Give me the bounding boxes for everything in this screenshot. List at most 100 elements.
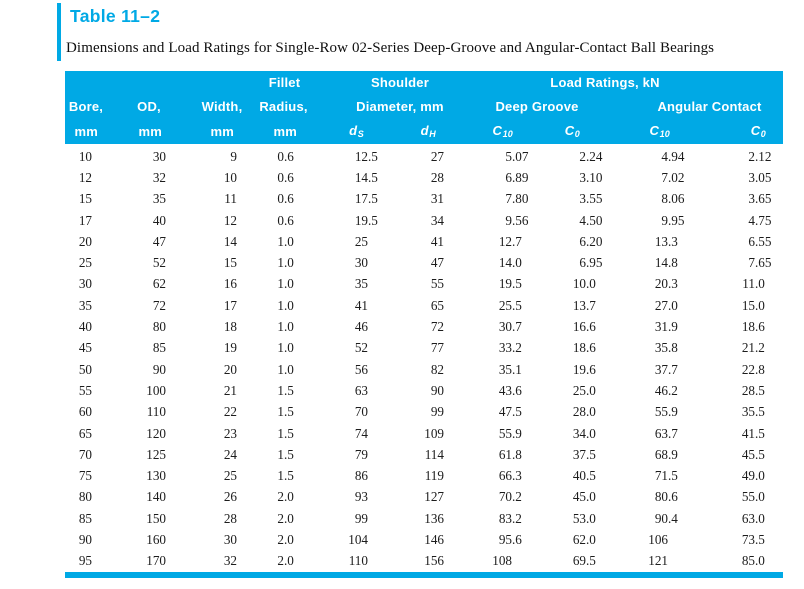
cell-angular-contact-c10-kn: 55.9 (654, 404, 678, 420)
cell-width-mm: 15 (223, 255, 237, 271)
cell-bore-mm: 25 (78, 255, 92, 271)
cell-fillet-radius-mm: 1.0 (277, 319, 294, 335)
cell-angular-contact-c0-kn: 55.0 (741, 489, 765, 505)
cell-deep-groove-c0-kn: 18.6 (572, 340, 596, 356)
cell-fillet-radius-mm: 1.5 (277, 404, 294, 420)
table-row: 50 90 20 1.0 56 82 35.1 19.6 37.7 22.8 (65, 359, 770, 380)
cell-shoulder-ds-mm: 41 (354, 297, 368, 313)
cell-shoulder-dh-mm: 55 (430, 276, 444, 292)
header-deep-groove: Deep Groove (495, 98, 579, 114)
cell-od-mm: 90 (152, 361, 166, 377)
cell-angular-contact-c10-kn: 14.8 (654, 255, 678, 271)
table-row: 95 170 32 2.0 110 156 108 69.5 121 85.0 (65, 551, 770, 572)
table-row: 60 110 22 1.5 70 99 47.5 28.0 55.9 35.5 (65, 402, 770, 423)
symbol-ds-sub: S (357, 129, 364, 139)
symbol-c10-sub: 10 (502, 129, 513, 139)
cell-od-mm: 125 (146, 446, 166, 462)
cell-angular-contact-c10-kn: 9.95 (661, 212, 685, 228)
cell-angular-contact-c10-kn: 106 (648, 531, 668, 547)
cell-width-mm: 19 (223, 340, 237, 356)
cell-shoulder-dh-mm: 31 (430, 191, 444, 207)
cell-shoulder-dh-mm: 136 (424, 510, 444, 526)
cell-shoulder-dh-mm: 109 (424, 425, 444, 441)
cell-angular-contact-c0-kn: 11.0 (742, 276, 765, 292)
cell-deep-groove-c0-kn: 3.10 (579, 169, 603, 185)
cell-angular-contact-c0-kn: 15.0 (741, 297, 765, 313)
cell-od-mm: 150 (146, 510, 166, 526)
cell-angular-contact-c10-kn: 31.9 (654, 319, 678, 335)
header-bore: Bore, (68, 98, 104, 114)
cell-bore-mm: 50 (78, 361, 92, 377)
cell-fillet-radius-mm: 0.6 (277, 148, 294, 164)
cell-od-mm: 32 (152, 169, 166, 185)
cell-fillet-radius-mm: 2.0 (277, 531, 294, 547)
cell-bore-mm: 65 (78, 425, 92, 441)
cell-shoulder-dh-mm: 27 (430, 148, 444, 164)
symbol-c0a-sub: 0 (760, 129, 766, 139)
cell-shoulder-dh-mm: 47 (430, 255, 444, 271)
cell-deep-groove-c0-kn: 34.0 (572, 425, 596, 441)
cell-deep-groove-c0-kn: 6.20 (579, 233, 603, 249)
cell-shoulder-ds-mm: 35 (354, 276, 368, 292)
table-row: 17 40 12 0.6 19.5 34 9.56 4.50 9.95 4.75 (65, 210, 772, 231)
cell-deep-groove-c0-kn: 37.5 (572, 446, 596, 462)
cell-deep-groove-c10-kn: 61.8 (498, 446, 522, 462)
cell-deep-groove-c10-kn: 43.6 (498, 382, 522, 398)
cell-width-mm: 25 (223, 468, 237, 484)
cell-fillet-radius-mm: 1.5 (277, 446, 294, 462)
cell-angular-contact-c0-kn: 2.12 (748, 148, 772, 164)
header-diameter: Diameter, mm (356, 98, 444, 114)
cell-deep-groove-c10-kn: 55.9 (498, 425, 522, 441)
symbol-c0-sub: 0 (574, 129, 580, 139)
cell-deep-groove-c0-kn: 25.0 (572, 382, 596, 398)
symbol-c0-deep: C0 (527, 118, 601, 144)
cell-width-mm: 20 (223, 361, 237, 377)
symbol-dh-sub: H (429, 129, 436, 139)
table-body: 10 30 9 0.6 12.5 27 5.07 2.24 4.94 2.12 12 32 10 0.6 1… (65, 144, 783, 572)
symbol-c10-base: C (492, 123, 503, 138)
cell-fillet-radius-mm: 0.6 (277, 191, 294, 207)
cell-deep-groove-c0-kn: 3.55 (579, 191, 603, 207)
cell-angular-contact-c10-kn: 35.8 (654, 340, 678, 356)
cell-bore-mm: 55 (78, 382, 92, 398)
cell-od-mm: 110 (146, 404, 166, 420)
cell-angular-contact-c0-kn: 6.55 (748, 233, 772, 249)
cell-fillet-radius-mm: 2.0 (277, 553, 294, 569)
cell-width-mm: 23 (223, 425, 237, 441)
cell-deep-groove-c10-kn: 25.5 (498, 297, 522, 313)
cell-od-mm: 130 (146, 468, 166, 484)
symbol-c10-deep: C10 (459, 118, 527, 144)
cell-width-mm: 16 (223, 276, 237, 292)
cell-shoulder-dh-mm: 34 (430, 212, 444, 228)
cell-angular-contact-c10-kn: 46.2 (654, 382, 678, 398)
cell-fillet-radius-mm: 1.5 (277, 382, 294, 398)
cell-bore-mm: 80 (78, 489, 92, 505)
cell-deep-groove-c0-kn: 16.6 (572, 319, 596, 335)
bearing-table: Fillet Shoulder Load Ratings, kN Bore, O… (65, 71, 783, 578)
header-angular-contact: Angular Contact (657, 98, 762, 114)
cell-shoulder-ds-mm: 79 (354, 446, 368, 462)
cell-deep-groove-c10-kn: 6.89 (505, 169, 529, 185)
header-width: Width, (201, 98, 243, 114)
cell-width-mm: 10 (223, 169, 237, 185)
cell-deep-groove-c10-kn: 9.56 (505, 212, 529, 228)
cell-angular-contact-c0-kn: 49.0 (741, 468, 765, 484)
cell-angular-contact-c0-kn: 45.5 (741, 446, 765, 462)
symbol-c0a-base: C (750, 123, 761, 138)
table-row: 70 125 24 1.5 79 114 61.8 37.5 68.9 45.5 (65, 444, 770, 465)
cell-bore-mm: 85 (78, 510, 92, 526)
cell-bore-mm: 70 (78, 446, 92, 462)
cell-fillet-radius-mm: 1.0 (277, 340, 294, 356)
cell-shoulder-ds-mm: 63 (354, 382, 368, 398)
cell-deep-groove-c10-kn: 19.5 (498, 276, 522, 292)
cell-od-mm: 35 (152, 191, 166, 207)
cell-bore-mm: 10 (78, 148, 92, 164)
cell-shoulder-ds-mm: 30 (354, 255, 368, 271)
cell-deep-groove-c0-kn: 10.0 (572, 276, 596, 292)
cell-width-mm: 26 (223, 489, 237, 505)
table-row: 12 32 10 0.6 14.5 28 6.89 3.10 7.02 3.05 (65, 167, 772, 188)
table-row: 40 80 18 1.0 46 72 30.7 16.6 31.9 18.6 (65, 316, 770, 337)
cell-deep-groove-c0-kn: 40.5 (572, 468, 596, 484)
cell-od-mm: 85 (152, 340, 166, 356)
symbol-c0-angular: C0 (683, 118, 770, 144)
